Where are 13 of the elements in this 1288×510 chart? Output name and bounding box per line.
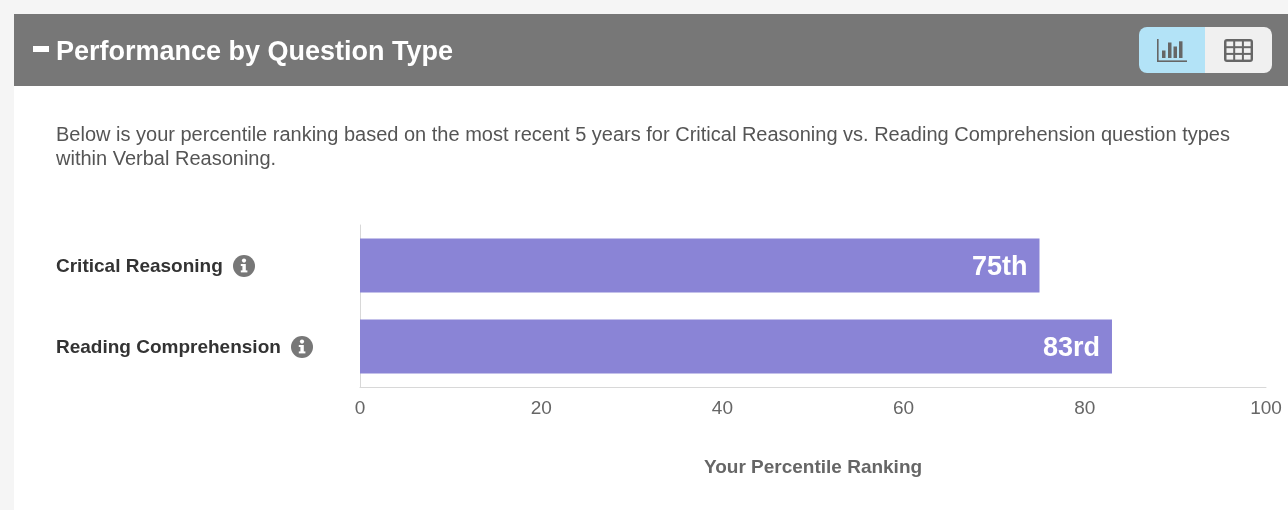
x-tick-label: 20 [530, 397, 552, 418]
x-tick-label: 0 [354, 397, 366, 418]
x-tick-label: 100 [1250, 397, 1282, 418]
y-tick-label: Critical Reasoning [56, 255, 223, 276]
chart-subtitle: Below is your percentile ranking based on the most recent 5 years for Critical Reasoning vs. Reading Comprehension question types within Verbal Reasoning. [56, 122, 1231, 170]
x-tick-label: 60 [893, 397, 915, 418]
data-label: 75th [971, 250, 1028, 281]
x-axis-title: Your Percentile Ranking [703, 456, 923, 477]
x-tick-label: 80 [1074, 397, 1096, 418]
data-label: 83rd [1042, 331, 1100, 362]
x-tick-label: 40 [711, 397, 733, 418]
y-tick-label: Reading Comprehension [56, 336, 281, 357]
chart-title: Performance by Question Type [56, 35, 454, 68]
